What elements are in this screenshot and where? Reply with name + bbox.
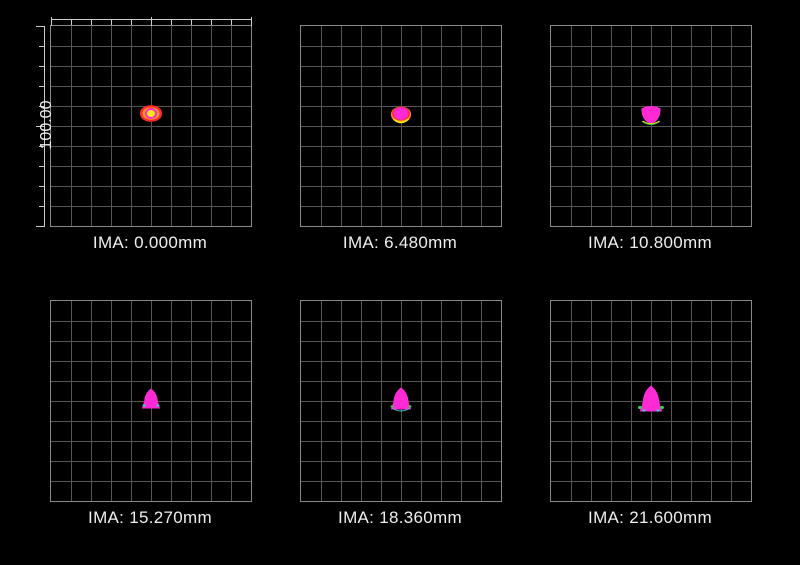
spot-diagram-stage: 100.00IMA: 0.000mmIMA: 6.480mmIMA: 10.80… bbox=[0, 0, 800, 565]
panel-p3: IMA: 15.270mm bbox=[50, 300, 250, 502]
grid bbox=[300, 25, 502, 227]
panel-caption: IMA: 10.800mm bbox=[550, 233, 750, 253]
panel-p0: 100.00IMA: 0.000mm bbox=[50, 25, 250, 227]
spot bbox=[631, 94, 671, 139]
panel-p4: IMA: 18.360mm bbox=[300, 300, 500, 502]
spot bbox=[381, 379, 421, 424]
grid: 100.00 bbox=[50, 25, 252, 227]
panel-p5: IMA: 21.600mm bbox=[550, 300, 750, 502]
spot bbox=[131, 94, 171, 139]
panel-p1: IMA: 6.480mm bbox=[300, 25, 500, 227]
grid bbox=[550, 300, 752, 502]
grid bbox=[300, 300, 502, 502]
spot bbox=[631, 379, 671, 424]
spot bbox=[381, 94, 421, 139]
panel-caption: IMA: 6.480mm bbox=[300, 233, 500, 253]
panel-caption: IMA: 21.600mm bbox=[550, 508, 750, 528]
grid bbox=[50, 300, 252, 502]
spot bbox=[131, 379, 171, 424]
panel-p2: IMA: 10.800mm bbox=[550, 25, 750, 227]
panel-caption: IMA: 15.270mm bbox=[50, 508, 250, 528]
scale-label: 100.00 bbox=[38, 25, 56, 225]
grid bbox=[550, 25, 752, 227]
panel-caption: IMA: 0.000mm bbox=[50, 233, 250, 253]
panel-caption: IMA: 18.360mm bbox=[300, 508, 500, 528]
